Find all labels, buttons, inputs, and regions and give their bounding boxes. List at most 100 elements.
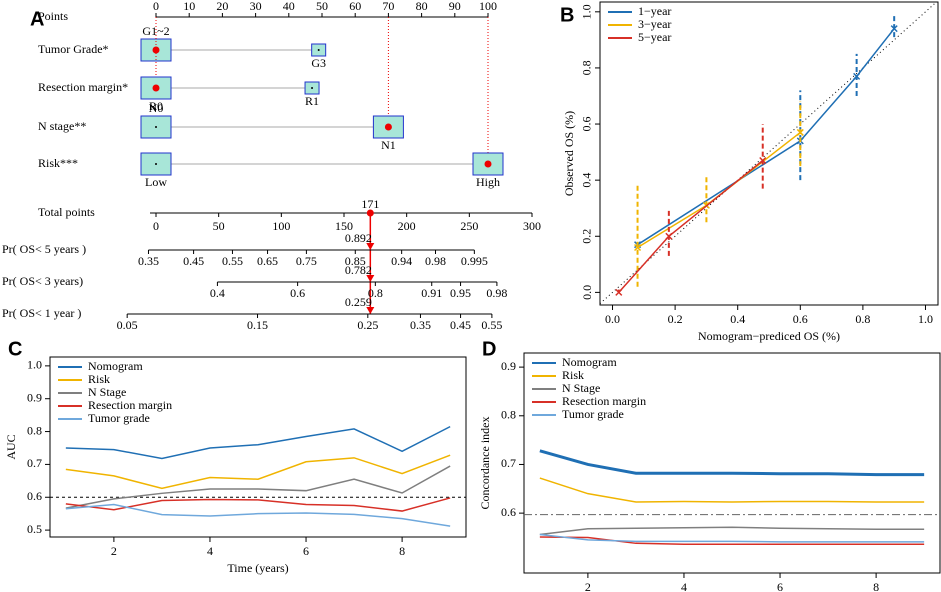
x-tick-label: 0.6: [793, 312, 808, 326]
legend-label: Tumor grade: [88, 411, 150, 425]
row-label: Total points: [38, 205, 95, 219]
level-label: R1: [305, 94, 319, 108]
tick-label: 0.75: [296, 254, 317, 268]
tick-label: 0.94: [391, 254, 412, 268]
row-label: Pr( OS< 3 years): [2, 274, 83, 288]
level-label: G1~2: [142, 24, 169, 38]
tick-label: 0.91: [421, 286, 442, 300]
tick-label: 50: [213, 219, 225, 233]
series-line: [539, 449, 925, 477]
y-tick-label: 0.7: [27, 456, 42, 470]
level-dot: [317, 49, 320, 51]
x-tick-label: 6: [777, 580, 783, 592]
tick-label: 0.98: [486, 286, 507, 300]
row-label: Pr( OS< 1 year ): [2, 306, 81, 320]
series-line: [65, 503, 451, 527]
tick-label: 80: [416, 0, 428, 13]
plot-frame: [599, 1, 939, 306]
y-tick-label: 0.6: [580, 117, 594, 132]
series-line: [65, 465, 451, 509]
y-tick-label: 0.8: [580, 60, 594, 75]
level-label: Low: [145, 175, 167, 189]
panel-letter: A: [30, 8, 44, 30]
x-axis-label: Nomogram−prediced OS (%): [698, 329, 840, 343]
y-tick-label: 1.0: [580, 4, 594, 19]
row-label: Tumor Grade*: [38, 42, 109, 56]
x-tick-label: 4: [681, 580, 687, 592]
point: [615, 288, 623, 296]
level-dot: [155, 126, 157, 128]
level-label: G3: [311, 56, 326, 70]
tick-label: 20: [216, 0, 228, 13]
x-tick-label: 0.8: [855, 312, 870, 326]
tick-label: 0.55: [222, 254, 243, 268]
series-line: [539, 533, 925, 543]
tick-label: 0.65: [257, 254, 278, 268]
y-tick-label: 0.0: [580, 285, 594, 300]
legend-label: Resection margin: [562, 394, 646, 408]
level-dot: [484, 160, 492, 168]
panel-letter: B: [560, 4, 574, 26]
tick-label: 0.45: [183, 254, 204, 268]
legend-label: 5−year: [638, 30, 671, 44]
y-tick-label: 0.5: [27, 522, 42, 536]
tick-label: 0.6: [290, 286, 305, 300]
x-tick-label: 6: [303, 544, 309, 558]
calibration-line: [618, 159, 764, 293]
tick-label: 10: [183, 0, 195, 13]
tick-label: 0.98: [425, 254, 446, 268]
x-tick-label: 2: [111, 544, 117, 558]
x-tick-label: 0.4: [730, 312, 745, 326]
total-value: 171: [361, 197, 379, 211]
x-tick-label: 0.0: [605, 312, 620, 326]
level-label: R0: [149, 99, 163, 113]
tick-label: 250: [460, 219, 478, 233]
prediction-arrow: [366, 243, 375, 250]
y-tick-label: 0.8: [27, 423, 42, 437]
x-tick-label: 2: [585, 580, 591, 592]
legend-label: 3−year: [638, 17, 671, 31]
level-dot: [155, 163, 157, 165]
legend-label: Nomogram: [562, 355, 617, 369]
tick-label: 0.995: [461, 254, 488, 268]
calibration-line: [637, 28, 895, 246]
y-tick-label: 0.9: [501, 359, 516, 373]
y-axis-label: Observed OS (%): [562, 111, 576, 196]
level-dot: [384, 123, 392, 131]
y-axis-label: Concordance index: [478, 417, 492, 510]
tick-label: 0.4: [210, 286, 225, 300]
tick-label: 30: [250, 0, 262, 13]
ideal-line: [599, 1, 937, 304]
y-tick-label: 0.9: [27, 390, 42, 404]
legend-label: 1−year: [638, 4, 671, 18]
tick-label: 90: [449, 0, 461, 13]
y-tick-label: 0.7: [501, 456, 516, 470]
tick-label: 0.35: [410, 318, 431, 332]
tick-label: 0.05: [117, 318, 138, 332]
tick-label: 100: [479, 0, 497, 13]
y-tick-label: 0.4: [580, 173, 594, 188]
tick-label: 200: [398, 219, 416, 233]
level-label: High: [476, 175, 500, 189]
panel-letter: C: [8, 338, 22, 360]
legend-label: Risk: [562, 368, 584, 382]
calibration-line: [637, 131, 801, 249]
prediction-arrow: [366, 307, 375, 314]
tick-label: 50: [316, 0, 328, 13]
tick-label: 0.85: [345, 254, 366, 268]
x-tick-label: 1.0: [918, 312, 933, 326]
y-axis-label: AUC: [4, 434, 18, 459]
row-label: Points: [38, 9, 68, 23]
tick-label: 0.95: [450, 286, 471, 300]
prediction-label: 0.259: [345, 295, 372, 309]
row-label: Risk***: [38, 156, 78, 170]
tick-label: 0.25: [357, 318, 378, 332]
y-tick-label: 0.6: [501, 505, 516, 519]
y-tick-label: 0.2: [580, 229, 594, 244]
tick-label: 0.15: [247, 318, 268, 332]
tick-label: 60: [349, 0, 361, 13]
point: [665, 232, 673, 240]
y-tick-label: 1.0: [27, 358, 42, 372]
y-tick-label: 0.6: [27, 489, 42, 503]
